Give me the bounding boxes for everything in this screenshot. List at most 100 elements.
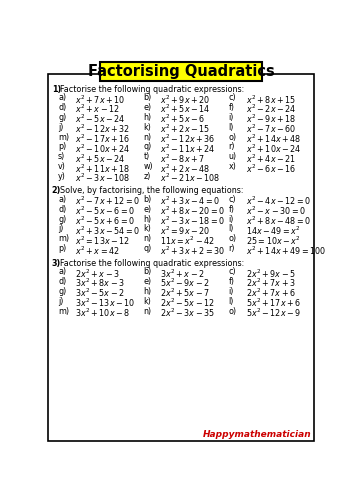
Text: h): h) bbox=[143, 287, 151, 296]
Text: $x^2 - 12x + 32$: $x^2 - 12x + 32$ bbox=[75, 122, 130, 135]
Text: f): f) bbox=[229, 103, 235, 112]
Text: $x^2 - 5x - 24$: $x^2 - 5x - 24$ bbox=[75, 113, 125, 125]
Text: $3x^2 + 10x - 8$: $3x^2 + 10x - 8$ bbox=[75, 306, 130, 319]
Text: $x^2 + 5x - 24$: $x^2 + 5x - 24$ bbox=[75, 152, 125, 164]
Text: $x^2 + 3x - 4 = 0$: $x^2 + 3x - 4 = 0$ bbox=[160, 195, 220, 207]
Text: n): n) bbox=[143, 234, 151, 244]
Text: u): u) bbox=[229, 152, 237, 161]
Text: f): f) bbox=[229, 277, 235, 286]
Text: b): b) bbox=[143, 267, 151, 276]
Text: d): d) bbox=[58, 277, 66, 286]
Text: o): o) bbox=[229, 132, 237, 141]
Text: $5x^2 + 17x + 6$: $5x^2 + 17x + 6$ bbox=[246, 296, 301, 309]
Text: r): r) bbox=[229, 142, 235, 152]
Text: $x^2 - 3x - 108$: $x^2 - 3x - 108$ bbox=[75, 172, 130, 184]
Text: a): a) bbox=[58, 195, 66, 204]
Text: $x^2 - 17x + 16$: $x^2 - 17x + 16$ bbox=[75, 132, 131, 145]
Text: p): p) bbox=[58, 244, 66, 253]
Text: l): l) bbox=[229, 296, 234, 306]
Text: $x^2 + 14x + 48$: $x^2 + 14x + 48$ bbox=[246, 132, 301, 145]
Text: $x^2 + 3x + 2 = 30$: $x^2 + 3x + 2 = 30$ bbox=[160, 244, 226, 256]
Bar bbox=[100, 62, 262, 81]
Text: m): m) bbox=[58, 306, 69, 316]
Text: a): a) bbox=[58, 93, 66, 102]
Text: y): y) bbox=[58, 172, 66, 181]
Text: $2x^2 + 7x + 6$: $2x^2 + 7x + 6$ bbox=[246, 287, 296, 299]
Text: c): c) bbox=[229, 195, 236, 204]
Text: k): k) bbox=[143, 296, 151, 306]
Text: $x^2 + 7x + 10$: $x^2 + 7x + 10$ bbox=[75, 93, 125, 106]
Text: $x^2 + 4x - 21$: $x^2 + 4x - 21$ bbox=[246, 152, 295, 164]
Text: $x^2 + x - 12$: $x^2 + x - 12$ bbox=[75, 103, 120, 116]
Text: $x^2 + 8x - 20 = 0$: $x^2 + 8x - 20 = 0$ bbox=[160, 205, 226, 217]
Text: k): k) bbox=[143, 224, 151, 234]
Text: $x^2 - 12x + 36$: $x^2 - 12x + 36$ bbox=[160, 132, 216, 145]
Text: $x^2 - 4x - 12 = 0$: $x^2 - 4x - 12 = 0$ bbox=[246, 195, 311, 207]
Text: 2): 2) bbox=[52, 186, 61, 196]
Text: e): e) bbox=[143, 205, 151, 214]
Text: x): x) bbox=[229, 162, 237, 171]
Text: m): m) bbox=[58, 132, 69, 141]
Text: n): n) bbox=[143, 306, 151, 316]
Text: $x^2 + 9x + 20$: $x^2 + 9x + 20$ bbox=[160, 93, 211, 106]
Text: $x^2 - 2x - 24$: $x^2 - 2x - 24$ bbox=[246, 103, 296, 116]
Text: $x^2 + 14x + 49 = 100$: $x^2 + 14x + 49 = 100$ bbox=[246, 244, 326, 256]
Text: b): b) bbox=[143, 93, 151, 102]
Text: $x^2 - 5x + 6 = 0$: $x^2 - 5x + 6 = 0$ bbox=[75, 214, 135, 227]
Text: $2x^2 + 7x + 3$: $2x^2 + 7x + 3$ bbox=[246, 277, 295, 289]
Text: $2x^2 + 5x - 7$: $2x^2 + 5x - 7$ bbox=[160, 287, 210, 299]
Text: 3): 3) bbox=[52, 258, 61, 268]
Text: $x^2 = 13x - 12$: $x^2 = 13x - 12$ bbox=[75, 234, 130, 246]
Text: e): e) bbox=[143, 103, 151, 112]
Text: j): j) bbox=[58, 296, 64, 306]
Text: i): i) bbox=[229, 287, 234, 296]
Text: o): o) bbox=[229, 306, 237, 316]
Text: $3x^2 - 13x - 10$: $3x^2 - 13x - 10$ bbox=[75, 296, 135, 309]
Text: Factorising Quadratics: Factorising Quadratics bbox=[88, 64, 274, 79]
Text: r): r) bbox=[229, 244, 235, 253]
Text: $x^2 + 10x - 24$: $x^2 + 10x - 24$ bbox=[246, 142, 301, 155]
Text: c): c) bbox=[229, 267, 236, 276]
Text: i): i) bbox=[229, 113, 234, 122]
Text: $x^2 - 3x - 18 = 0$: $x^2 - 3x - 18 = 0$ bbox=[160, 214, 226, 227]
Text: d): d) bbox=[58, 103, 66, 112]
Text: z): z) bbox=[143, 172, 151, 181]
Text: g): g) bbox=[58, 287, 66, 296]
Text: $x^2 + x = 42$: $x^2 + x = 42$ bbox=[75, 244, 120, 256]
Text: $x^2 - 5x - 6 = 0$: $x^2 - 5x - 6 = 0$ bbox=[75, 205, 135, 217]
Text: $x^2 - 7x - 60$: $x^2 - 7x - 60$ bbox=[246, 122, 296, 135]
Text: $14x - 49 = x^2$: $14x - 49 = x^2$ bbox=[246, 224, 300, 237]
Text: d): d) bbox=[58, 205, 66, 214]
Text: $5x^2 - 12x - 9$: $5x^2 - 12x - 9$ bbox=[246, 306, 301, 319]
Text: $x^2 + 3x - 54 = 0$: $x^2 + 3x - 54 = 0$ bbox=[75, 224, 140, 237]
Text: e): e) bbox=[143, 277, 151, 286]
Text: Happymathematician: Happymathematician bbox=[203, 430, 311, 439]
Text: $x^2 + 2x - 15$: $x^2 + 2x - 15$ bbox=[160, 122, 210, 135]
Text: $x^2 - x - 30 = 0$: $x^2 - x - 30 = 0$ bbox=[246, 205, 306, 217]
Text: i): i) bbox=[229, 214, 234, 224]
Text: p): p) bbox=[58, 142, 66, 152]
Text: s): s) bbox=[58, 152, 65, 161]
Text: t): t) bbox=[143, 152, 150, 161]
Text: $5x^2 - 9x - 2$: $5x^2 - 9x - 2$ bbox=[160, 277, 210, 289]
Text: $x^2 + 11x + 18$: $x^2 + 11x + 18$ bbox=[75, 162, 130, 174]
Text: Factorise the following quadratic expressions:: Factorise the following quadratic expres… bbox=[60, 258, 244, 268]
Text: $x^2 - 11x + 24$: $x^2 - 11x + 24$ bbox=[160, 142, 216, 155]
Text: $x^2 - 21x - 108$: $x^2 - 21x - 108$ bbox=[160, 172, 221, 184]
Text: q): q) bbox=[143, 142, 151, 152]
Text: $x^2 - 9x + 18$: $x^2 - 9x + 18$ bbox=[246, 113, 296, 125]
Text: $x^2 + 2x - 48$: $x^2 + 2x - 48$ bbox=[160, 162, 211, 174]
Text: $x^2 + 8x - 48 = 0$: $x^2 + 8x - 48 = 0$ bbox=[246, 214, 311, 227]
Text: m): m) bbox=[58, 234, 69, 244]
Text: l): l) bbox=[229, 224, 234, 234]
Text: h): h) bbox=[143, 113, 151, 122]
Text: $3x^2 - 5x - 2$: $3x^2 - 5x - 2$ bbox=[75, 287, 125, 299]
Text: o): o) bbox=[229, 234, 237, 244]
Text: Factorise the following quadratic expressions:: Factorise the following quadratic expres… bbox=[60, 84, 244, 94]
Text: $x^2 + 5x - 6$: $x^2 + 5x - 6$ bbox=[160, 113, 205, 125]
Text: $x^2 - 8x + 7$: $x^2 - 8x + 7$ bbox=[160, 152, 205, 164]
Text: $x^2 = 9x - 20$: $x^2 = 9x - 20$ bbox=[160, 224, 211, 237]
Text: g): g) bbox=[58, 113, 66, 122]
Text: $3x^2 + 8x - 3$: $3x^2 + 8x - 3$ bbox=[75, 277, 125, 289]
Text: h): h) bbox=[143, 214, 151, 224]
